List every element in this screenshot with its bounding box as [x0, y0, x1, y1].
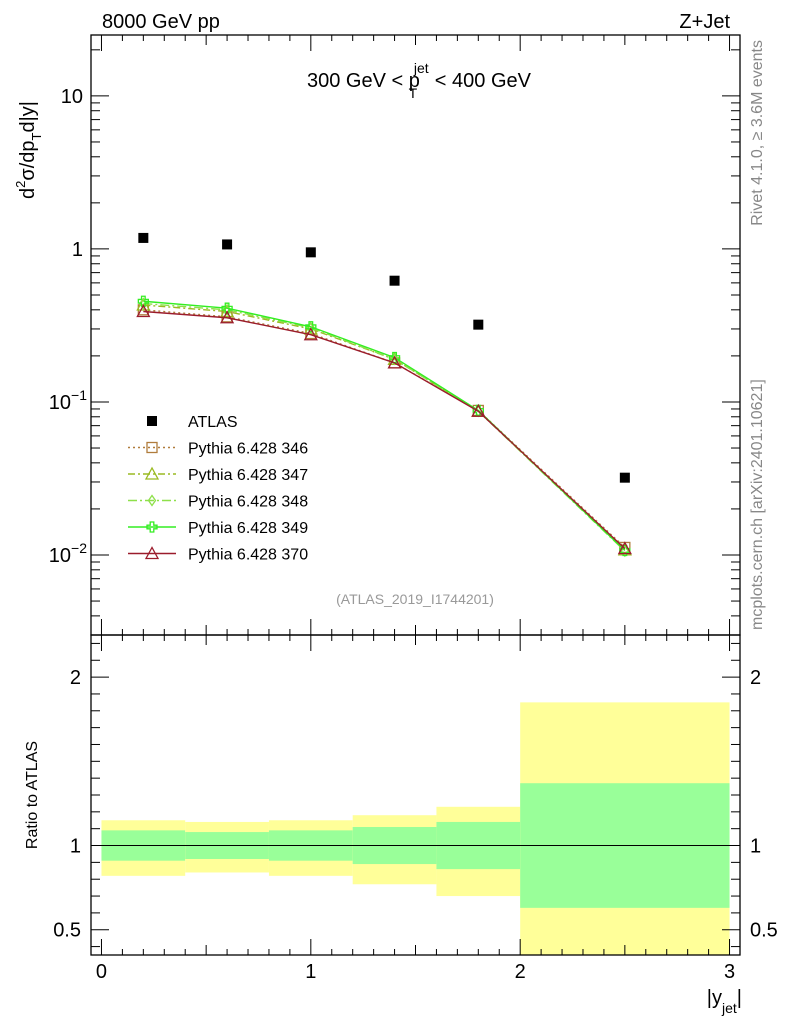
series-atlas: [138, 232, 630, 483]
marker-shape: [619, 472, 630, 483]
top-right-label: Z+Jet: [679, 11, 730, 33]
marker-shape: [387, 355, 402, 369]
data-point: [222, 239, 233, 250]
marker-shape: [137, 295, 149, 307]
legend-label: ATLAS: [188, 414, 238, 431]
marker-shape: [147, 416, 157, 426]
legend-label: Pythia 6.428 346: [188, 441, 308, 458]
marker-shape: [219, 310, 235, 324]
legend-marker: [146, 441, 158, 454]
chart-title: 300 GeV < pjet T < 400 GeV: [307, 60, 532, 101]
legend-marker: [144, 466, 160, 480]
data-point: [471, 403, 486, 417]
data-point: [389, 275, 400, 286]
rivet-version-label: Rivet 4.1.0, ≥ 3.6M events: [749, 40, 766, 226]
data-point: [305, 247, 316, 258]
main-plot-frame: [90, 34, 741, 636]
marker-shape: [390, 353, 399, 366]
main-y-tick-label: 1: [72, 239, 83, 261]
marker-shape: [619, 544, 631, 557]
marker-shape: [146, 441, 158, 454]
legend-item-atlas: ATLAS: [147, 414, 238, 431]
marker-shape: [147, 494, 157, 507]
series-line: [143, 310, 626, 550]
ratio-y-tick-labels: 2 2 1 1 0.5 0.5: [53, 667, 778, 942]
data-series: [136, 232, 632, 558]
data-point: [136, 304, 151, 318]
legend-item-pythia-6-428-370: Pythia 6.428 370: [128, 546, 308, 564]
legend-marker: [146, 521, 158, 533]
legend-item-pythia-6-428-349: Pythia 6.428 349: [128, 520, 308, 537]
x-tick-label: 1: [305, 961, 316, 983]
top-left-label: 8000 GeV pp: [102, 11, 220, 33]
marker-shape: [144, 466, 160, 480]
ratio-bands: [101, 702, 730, 955]
legend-item-pythia-6-428-348: Pythia 6.428 348: [128, 494, 308, 511]
main-y-tick-labels: 10 1 10−1 10−2: [49, 86, 87, 567]
y-axis-label: d2σ/dpTd|y|: [13, 101, 44, 199]
x-tick-label: 2: [515, 961, 526, 983]
ratio-plot-frame: [90, 634, 741, 956]
data-point: [390, 353, 399, 366]
marker-shape: [146, 521, 158, 533]
marker-shape: [138, 232, 149, 243]
ratio-axis-ticks: [91, 635, 740, 955]
main-axis-ticks: [91, 35, 740, 636]
legend-marker: [147, 494, 157, 507]
ratio-y-tick-label-right: 2: [750, 667, 761, 689]
data-point: [221, 302, 233, 314]
data-point: [138, 232, 149, 243]
data-point: [303, 327, 318, 341]
ratio-y-tick-label-left: 0.5: [53, 920, 81, 942]
data-point: [137, 295, 149, 307]
legend-marker: [147, 416, 157, 426]
marker-shape: [222, 239, 233, 250]
data-point: [619, 544, 631, 557]
marker-shape: [144, 546, 160, 560]
legend-label: Pythia 6.428 348: [188, 494, 308, 511]
legend-label: Pythia 6.428 347: [188, 467, 308, 484]
legend-label: Pythia 6.428 370: [188, 547, 308, 564]
data-point: [617, 541, 632, 555]
x-tick-labels: 0 1 2 3: [96, 961, 735, 983]
legend: ATLAS Pythia 6.428 346 Pythia 6.428 347 Pyt…: [128, 414, 308, 564]
ratio-y-axis-label: Ratio to ATLAS: [24, 741, 41, 849]
main-y-tick-label: 10: [61, 86, 83, 108]
data-point: [387, 355, 402, 369]
analysis-reference: (ATLAS_2019_I1744201): [336, 591, 494, 607]
legend-label: Pythia 6.428 349: [188, 520, 308, 537]
x-tick-label: 3: [724, 961, 735, 983]
legend-marker: [144, 546, 160, 560]
data-point: [473, 319, 484, 330]
marker-shape: [305, 247, 316, 258]
marker-shape: [303, 327, 318, 341]
marker-shape: [471, 403, 486, 417]
series-pythia-6-428-370: [136, 304, 632, 555]
marker-shape: [388, 351, 401, 364]
main-y-tick-label: 10−2: [49, 540, 87, 567]
ratio-y-tick-label-left: 1: [70, 836, 81, 858]
marker-shape: [221, 302, 233, 314]
data-point: [619, 472, 630, 483]
ratio-y-tick-label-right: 1: [750, 836, 761, 858]
ratio-y-tick-label-right: 0.5: [750, 920, 778, 942]
series-line: [143, 309, 626, 548]
marker-shape: [136, 304, 151, 318]
legend-item-pythia-6-428-347: Pythia 6.428 347: [128, 466, 308, 484]
legend-item-pythia-6-428-346: Pythia 6.428 346: [128, 441, 308, 458]
x-axis-label: |yjet|: [707, 987, 742, 1016]
data-point: [219, 310, 235, 324]
marker-shape: [473, 319, 484, 330]
x-tick-label: 0: [96, 961, 107, 983]
data-point: [388, 351, 401, 364]
main-y-tick-label: 10−1: [49, 387, 87, 414]
mcplots-label: mcplots.cern.ch [arXiv:2401.10621]: [749, 379, 766, 630]
marker-shape: [389, 275, 400, 286]
ratio-y-tick-label-left: 2: [70, 667, 81, 689]
marker-shape: [617, 541, 632, 555]
